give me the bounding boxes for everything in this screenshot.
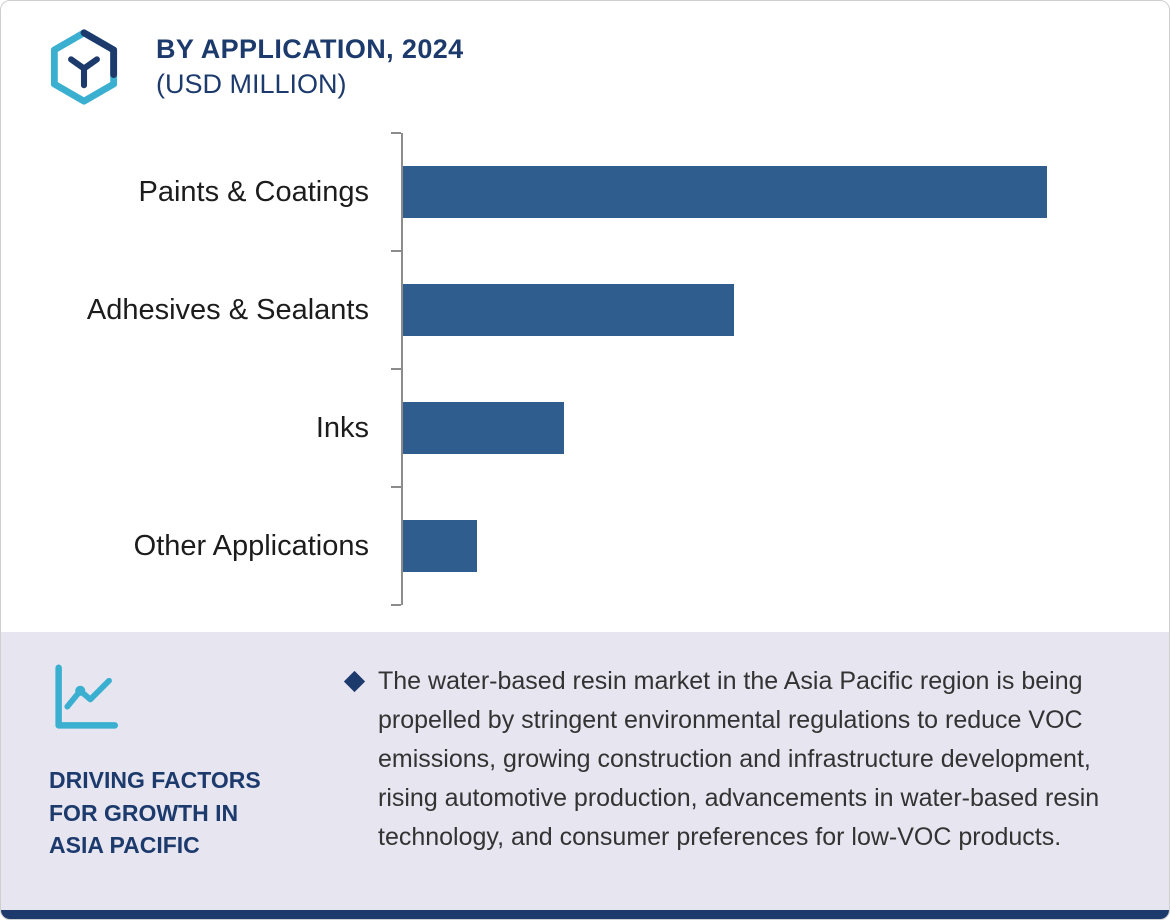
bar — [403, 166, 1047, 218]
driving-factors-heading: DRIVING FACTORS FOR GROWTH IN ASIA PACIF… — [49, 767, 261, 859]
bar — [403, 520, 478, 572]
category-label: Inks — [315, 411, 369, 444]
category-label: Paints & Coatings — [138, 175, 369, 208]
plot-area — [391, 486, 1111, 606]
category-label: Other Applications — [133, 529, 369, 562]
line-chart-icon — [55, 664, 119, 729]
plot-area — [391, 250, 1111, 369]
chart-header: BY APPLICATION, 2024 (USD MILLION) — [1, 1, 1169, 133]
bar — [403, 402, 564, 454]
plot-area — [391, 368, 1111, 487]
chart-title-block: BY APPLICATION, 2024 (USD MILLION) — [156, 34, 464, 100]
chart-row: Inks — [1, 368, 1111, 487]
driving-factors-left: DRIVING FACTORS FOR GROWTH IN ASIA PACIF… — [49, 658, 311, 890]
chart-subtitle: (USD MILLION) — [156, 69, 347, 99]
chart-row: Paints & Coatings — [1, 132, 1111, 251]
chart-row: Adhesives & Sealants — [1, 250, 1111, 369]
chart-title: BY APPLICATION, 2024 — [156, 34, 464, 64]
driving-factors-body: The water-based resin market in the Asia… — [311, 658, 1121, 890]
driving-factors-panel: DRIVING FACTORS FOR GROWTH IN ASIA PACIF… — [1, 632, 1169, 910]
hexagon-logo-icon — [50, 29, 118, 105]
diamond-bullet-icon — [343, 670, 366, 693]
bar-chart: Paints & Coatings Adhesives & Sealants Ink… — [1, 132, 1169, 606]
category-label: Adhesives & Sealants — [86, 293, 369, 326]
plot-area — [391, 132, 1111, 251]
chart-section: Paints & Coatings Adhesives & Sealants Ink… — [1, 132, 1169, 632]
bar — [403, 284, 735, 336]
bottom-accent-bar — [1, 910, 1169, 919]
chart-row: Other Applications — [1, 486, 1111, 606]
driving-factors-text: The water-based resin market in the Asia… — [378, 667, 1100, 851]
